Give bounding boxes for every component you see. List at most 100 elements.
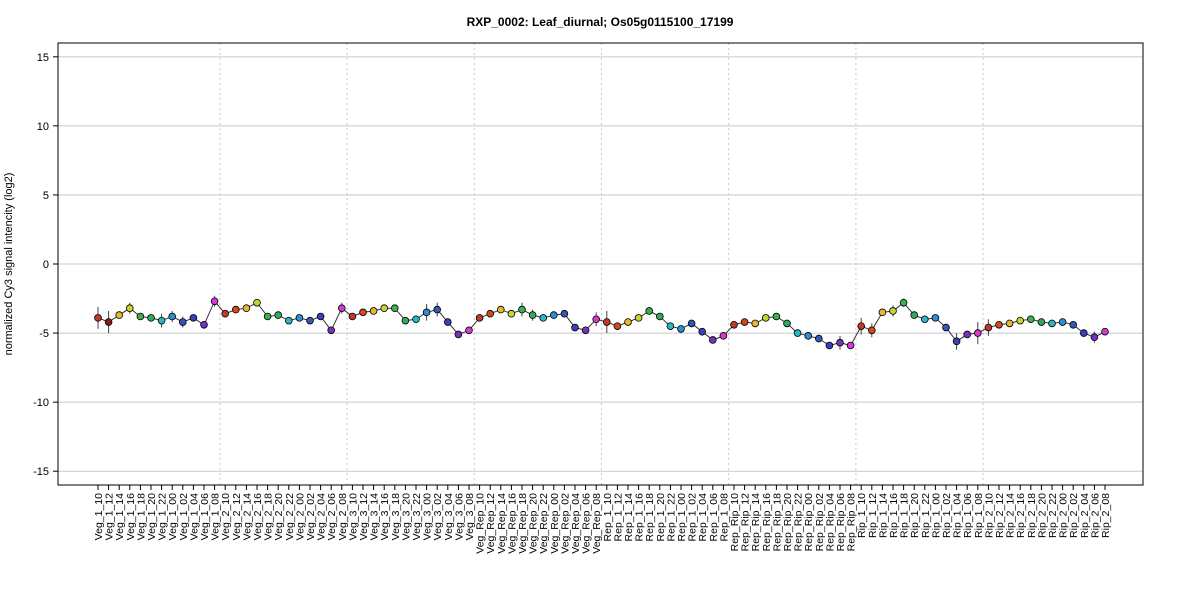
data-point <box>708 336 717 344</box>
data-point <box>348 312 357 321</box>
x-tick-label: Veg_Rep_00 <box>549 493 561 554</box>
x-tick-label: Rep_1_12 <box>612 493 624 542</box>
x-tick-label: Rep_Rip_04 <box>824 493 836 552</box>
x-tick-label: Rip_2_16 <box>1015 493 1027 538</box>
x-tick-label: Veg_3_16 <box>379 493 391 540</box>
data-point <box>306 316 314 325</box>
data-point <box>730 320 738 329</box>
x-tick-label: Rep_1_10 <box>602 493 614 542</box>
data-point <box>157 316 166 325</box>
x-tick-label: Veg_Rep_18 <box>517 493 529 554</box>
data-point <box>846 341 855 350</box>
x-tick-label: Veg_2_00 <box>294 493 306 540</box>
data-point <box>210 297 219 306</box>
data-point <box>899 298 908 307</box>
x-tick-label: Rip_1_04 <box>952 493 964 538</box>
data-point <box>634 314 643 322</box>
x-tick-label: Rip_1_20 <box>909 493 921 538</box>
data-point <box>613 322 622 330</box>
data-point <box>401 316 410 325</box>
data-point <box>592 315 600 324</box>
data-point <box>242 304 251 313</box>
x-tick-label: Veg_Rep_08 <box>591 493 603 554</box>
data-point <box>995 320 1003 329</box>
x-tick-label: Rip_1_18 <box>899 493 911 538</box>
x-tick-label: Veg_1_00 <box>167 493 179 540</box>
group-separators <box>219 43 984 485</box>
data-point <box>687 319 696 328</box>
x-tick-label: Rep_1_16 <box>634 493 646 542</box>
data-point <box>952 337 961 346</box>
x-tick-label: Rip_1_00 <box>930 493 942 538</box>
x-tick-label: Rip_1_02 <box>941 493 953 538</box>
x-tick-label: Veg_2_16 <box>252 493 264 540</box>
y-tick-label: 10 <box>37 121 49 133</box>
x-tick-label: Veg_Rep_04 <box>570 493 582 554</box>
x-tick-label: Rep_1_20 <box>655 493 667 542</box>
x-tick-label: Veg_1_08 <box>210 493 222 540</box>
x-tick-label: Rep_Rip_22 <box>793 493 805 552</box>
x-tick-label: Rip_2_18 <box>1026 493 1038 538</box>
data-point <box>369 307 378 315</box>
data-point <box>327 326 336 335</box>
data-point <box>719 332 728 340</box>
data-point <box>751 319 759 328</box>
data-point <box>1090 333 1099 342</box>
x-tick-label: Rip_1_12 <box>867 493 879 538</box>
data-point <box>804 332 812 340</box>
chart-title: RXP_0002: Leaf_diurnal; Os05g0115100_171… <box>467 15 734 29</box>
data-point <box>232 305 240 314</box>
data-point <box>422 308 431 317</box>
x-tick-label: Veg_2_18 <box>263 493 275 540</box>
data-point <box>126 304 134 313</box>
x-tick-label: Veg_3_00 <box>422 493 434 540</box>
x-tick-label: Rip_2_22 <box>1047 493 1059 538</box>
data-point <box>486 309 495 318</box>
data-point <box>963 330 971 339</box>
x-tick-label: Rep_1_04 <box>697 493 709 542</box>
data-point <box>507 309 516 318</box>
x-tick-label: Veg_2_20 <box>273 493 285 540</box>
data-point <box>857 322 865 330</box>
data-point <box>465 326 473 335</box>
data-point <box>1080 329 1088 337</box>
data-point <box>189 314 198 322</box>
data-point <box>359 308 367 317</box>
data-point <box>1016 316 1024 325</box>
x-tick-label: Veg_3_14 <box>369 493 381 540</box>
data-point <box>284 316 293 325</box>
data-point <box>136 312 145 321</box>
data-point <box>179 318 187 326</box>
x-tick-label: Rep_Rip_12 <box>740 493 752 552</box>
data-point <box>390 304 399 313</box>
data-point <box>560 309 569 318</box>
x-tick-label: Veg_3_06 <box>453 493 465 540</box>
x-tick-label: Veg_Rep_16 <box>506 493 518 554</box>
x-tick-label: Rep_1_22 <box>665 493 677 542</box>
data-point <box>624 318 632 326</box>
data-point <box>549 311 558 319</box>
x-tick-label: Rep_Rip_06 <box>835 493 847 552</box>
x-tick-label: Rip_2_14 <box>1005 493 1017 538</box>
data-point <box>496 305 505 314</box>
data-point <box>147 314 155 322</box>
y-tick-label: -5 <box>39 328 49 340</box>
data-point <box>910 311 918 319</box>
data-point <box>814 334 823 343</box>
x-tick-label: Veg_Rep_12 <box>485 493 497 554</box>
x-tick-label: Veg_Rep_22 <box>538 493 550 554</box>
data-point <box>825 341 834 350</box>
data-point <box>337 304 346 313</box>
data-point <box>1058 318 1067 326</box>
data-point <box>761 314 770 322</box>
x-tick-label: Rip_2_06 <box>1089 493 1101 538</box>
x-tick-label: Veg_1_22 <box>157 493 169 540</box>
data-point <box>1037 318 1046 326</box>
x-tick-label: Veg_1_12 <box>104 493 116 540</box>
x-tick-label: Rep_Rip_08 <box>846 493 858 552</box>
data-point <box>867 326 876 335</box>
data-point <box>316 312 325 321</box>
data-point <box>104 318 113 326</box>
data-point <box>539 314 547 322</box>
